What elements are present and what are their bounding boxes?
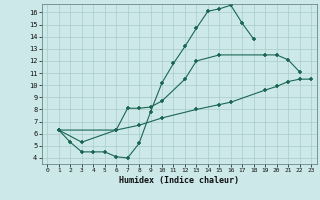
X-axis label: Humidex (Indice chaleur): Humidex (Indice chaleur) — [119, 176, 239, 185]
